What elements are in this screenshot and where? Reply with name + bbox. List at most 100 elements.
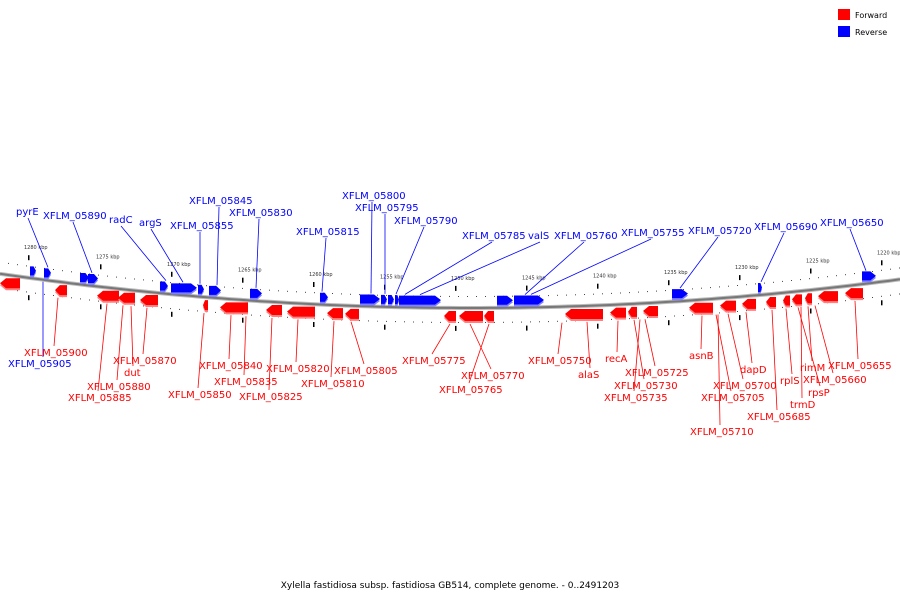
forward-gene-label[interactable]: XFLM_05835 [214,377,278,388]
reverse-gene-arrow[interactable] [497,295,513,307]
forward-gene-label[interactable]: XFLM_05725 [625,368,689,379]
forward-gene-label[interactable]: XFLM_05685 [747,412,811,423]
forward-gene-arrow[interactable] [766,296,776,309]
forward-gene-label[interactable]: XFLM_05825 [239,392,303,403]
forward-gene-label[interactable]: XFLM_05880 [87,382,151,393]
reverse-gene-label[interactable]: XFLM_05760 [554,231,618,242]
forward-gene-arrow[interactable] [118,292,135,305]
forward-gene-label[interactable]: XFLM_05820 [266,364,330,375]
reverse-gene-arrow[interactable] [399,295,441,307]
forward-gene-arrow[interactable] [742,298,756,311]
reverse-gene-arrow[interactable] [381,294,387,306]
forward-gene-arrow[interactable] [203,300,208,313]
reverse-gene-arrow[interactable] [160,281,168,293]
reverse-gene-label[interactable]: radC [109,215,133,226]
reverse-gene-arrow[interactable] [30,266,36,278]
forward-gene-arrow[interactable] [565,308,603,321]
reverse-gene-label[interactable]: XFLM_05795 [355,203,419,214]
forward-gene-arrow[interactable] [792,294,802,307]
reverse-gene-arrow[interactable] [80,272,89,284]
forward-gene-label[interactable]: XFLM_05710 [690,427,754,438]
forward-gene-label[interactable]: dut [124,368,141,379]
forward-gene-arrow[interactable] [287,306,315,319]
reverse-gene-label[interactable]: XFLM_05845 [189,196,253,207]
forward-gene-arrow[interactable] [97,290,119,303]
forward-gene-label[interactable]: XFLM_05700 [713,381,777,392]
reverse-gene-label[interactable]: valS [528,231,549,242]
reverse-gene-arrow[interactable] [171,283,197,295]
reverse-gene-label[interactable]: XFLM_05855 [170,221,234,232]
reverse-gene-label[interactable]: pyrE [16,207,39,218]
reverse-gene-arrow[interactable] [360,294,380,306]
forward-gene-label[interactable]: XFLM_05750 [528,356,592,367]
forward-gene-label[interactable]: XFLM_05660 [803,375,867,386]
reverse-gene-arrow[interactable] [250,288,262,300]
forward-gene-label[interactable]: alaS [578,370,599,381]
forward-gene-arrow[interactable] [818,291,838,304]
reverse-gene-arrow[interactable] [758,282,762,294]
forward-gene-arrow[interactable] [783,295,790,308]
reverse-gene-label[interactable]: XFLM_05830 [229,208,293,219]
forward-gene-label[interactable]: dapD [740,365,767,376]
forward-gene-label[interactable]: XFLM_05765 [439,385,503,396]
forward-gene-arrow[interactable] [689,302,713,315]
reverse-gene-label[interactable]: XFLM_05800 [342,191,406,202]
reverse-gene-arrow[interactable] [198,284,204,296]
forward-gene-arrow[interactable] [266,305,282,318]
forward-gene-label[interactable]: XFLM_05885 [68,393,132,404]
forward-gene-arrow[interactable] [0,278,20,291]
forward-gene-label[interactable]: XFLM_05735 [604,393,668,404]
forward-gene-label[interactable]: XFLM_05850 [168,390,232,401]
forward-gene-label[interactable]: rplS [780,376,800,387]
reverse-gene-arrow[interactable] [862,271,876,283]
forward-gene-arrow[interactable] [444,310,456,323]
forward-gene-arrow[interactable] [720,300,736,313]
reverse-gene-arrow[interactable] [44,268,51,280]
forward-gene-label[interactable]: asnB [689,351,714,362]
reverse-gene-arrow[interactable] [395,295,399,307]
forward-gene-arrow[interactable] [805,293,812,306]
forward-gene-label[interactable]: XFLM_05655 [828,361,892,372]
forward-gene-label[interactable]: rpsP [808,388,830,399]
forward-gene-label[interactable]: XFLM_05870 [113,356,177,367]
reverse-gene-label[interactable]: XFLM_05650 [820,218,884,229]
forward-gene-label[interactable]: XFLM_05900 [24,348,88,359]
reverse-gene-arrow[interactable] [672,289,688,301]
forward-gene-label[interactable]: recA [605,354,628,365]
forward-gene-label[interactable]: XFLM_05705 [701,393,765,404]
reverse-gene-label[interactable]: XFLM_05790 [394,216,458,227]
reverse-gene-label[interactable]: XFLM_05890 [43,211,107,222]
forward-gene-label[interactable]: XFLM_05730 [614,381,678,392]
reverse-gene-arrow[interactable] [514,295,544,307]
forward-gene-arrow[interactable] [140,295,158,308]
forward-gene-arrow[interactable] [643,305,658,318]
reverse-gene-label[interactable]: XFLM_05815 [296,227,360,238]
forward-gene-label[interactable]: rimM [800,363,825,374]
reverse-gene-label[interactable]: XFLM_05755 [621,228,685,239]
forward-gene-arrow[interactable] [327,308,343,321]
reverse-gene-arrow[interactable] [388,295,394,307]
forward-gene-arrow[interactable] [628,306,637,319]
forward-gene-arrow[interactable] [484,310,494,323]
forward-gene-arrow[interactable] [345,308,359,321]
forward-gene-label[interactable]: XFLM_05770 [461,371,525,382]
reverse-gene-arrow[interactable] [88,273,98,285]
reverse-gene-arrow[interactable] [209,285,221,297]
reverse-gene-label[interactable]: XFLM_05690 [754,222,818,233]
forward-gene-label[interactable]: XFLM_05840 [199,361,263,372]
reverse-gene-label[interactable]: XFLM_05720 [688,226,752,237]
forward-gene-arrow[interactable] [845,288,863,301]
forward-gene-arrow[interactable] [55,285,67,298]
forward-gene-label[interactable]: XFLM_05810 [301,379,365,390]
forward-gene-label[interactable]: XFLM_05775 [402,356,466,367]
forward-gene-arrow[interactable] [220,302,248,315]
reverse-gene-arrow[interactable] [320,292,328,304]
reverse-gene-label[interactable]: argS [139,218,162,229]
forward-gene-arrow[interactable] [610,307,626,320]
reverse-gene-label[interactable]: XFLM_05785 [462,231,526,242]
reverse-gene-label[interactable]: XFLM_05905 [8,359,72,370]
forward-gene-label[interactable]: trmD [790,400,816,411]
forward-gene-arrow[interactable] [459,310,483,323]
forward-gene-label[interactable]: XFLM_05805 [334,366,398,377]
